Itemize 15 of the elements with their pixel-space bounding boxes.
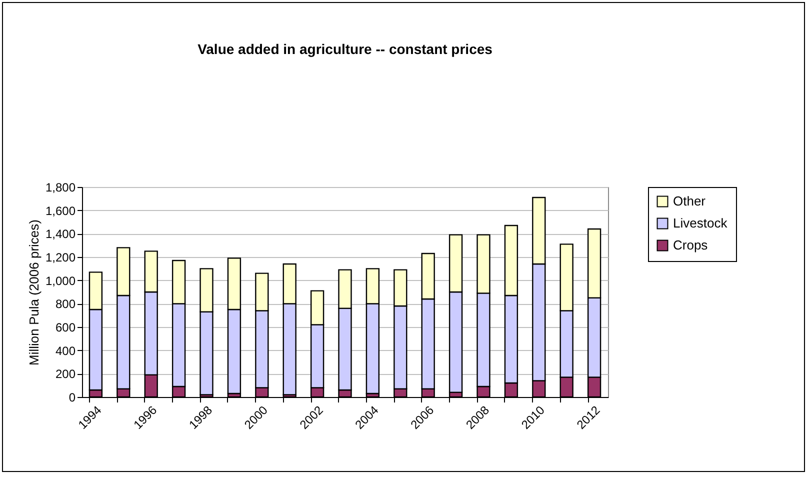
y-tick-label: 800 — [55, 297, 76, 312]
y-axis-title: Million Pula (2006 prices) — [26, 220, 42, 366]
y-tick-label: 1,800 — [45, 180, 76, 194]
y-tick-label: 1,600 — [45, 204, 76, 218]
chart-title: Value added in agriculture -- constant prices — [198, 41, 493, 57]
y-tick-label: 400 — [55, 344, 76, 358]
legend-label: Livestock — [673, 216, 728, 230]
y-tick-label: 0 — [68, 390, 76, 404]
y-tick-label: 1,400 — [45, 227, 76, 242]
legend-label: Other — [673, 194, 706, 208]
y-tick-label: 600 — [55, 320, 76, 334]
y-tick-label: 1,000 — [45, 274, 76, 288]
y-tick-label: 1,200 — [45, 250, 76, 264]
legend-label: Crops — [673, 238, 708, 252]
y-tick-label: 200 — [55, 367, 76, 382]
